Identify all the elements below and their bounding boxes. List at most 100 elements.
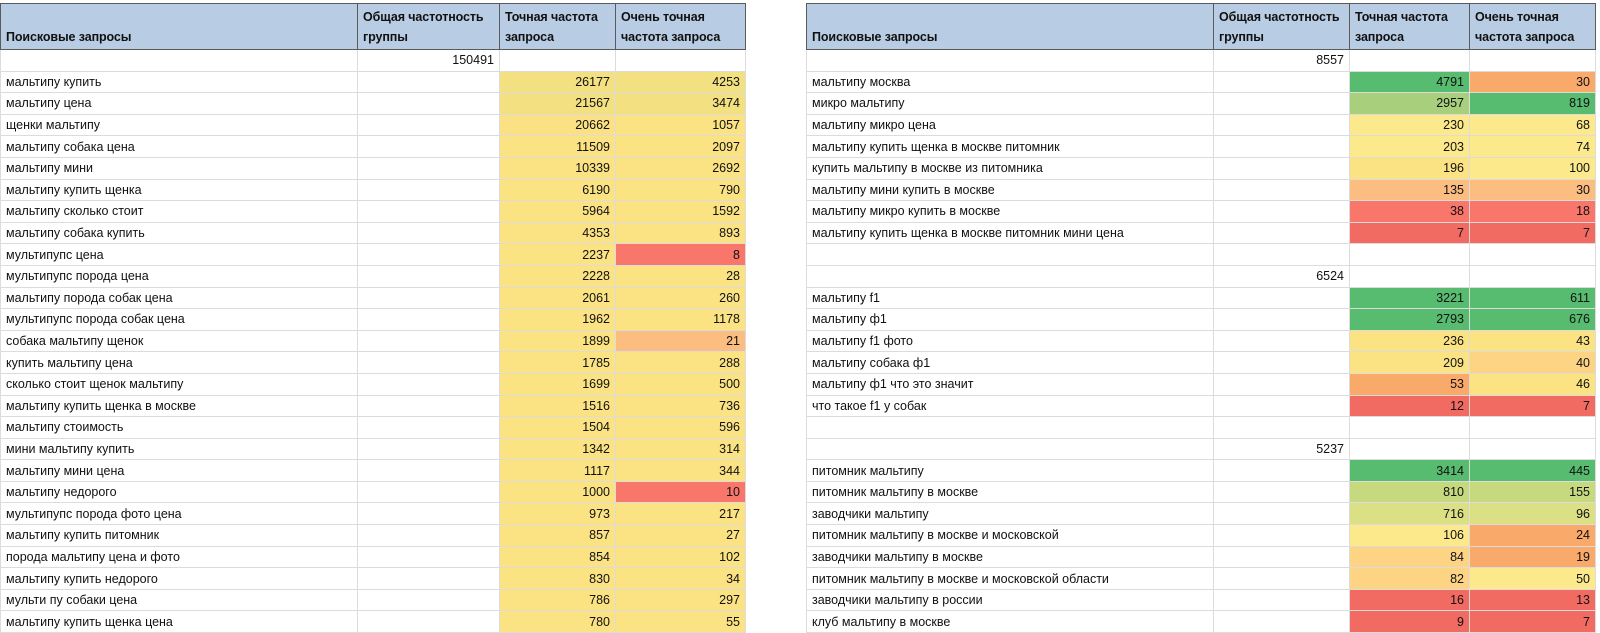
query-cell[interactable]: щенки мальтипу [0,113,358,137]
group-frequency-cell[interactable] [1213,545,1350,569]
table-row[interactable]: мальтипу f1 3221 611 [806,286,1596,310]
table-row[interactable]: микро мальтипу 2957 819 [806,92,1596,115]
group-frequency-cell[interactable] [357,480,500,504]
very-exact-frequency-cell[interactable] [1469,437,1596,461]
exact-frequency-cell[interactable]: 106 [1349,524,1470,547]
table-row[interactable]: мальтипу сколько стоит 5964 1592 [0,200,746,223]
very-exact-frequency-cell[interactable]: 7 [1469,394,1596,418]
exact-frequency-cell[interactable]: 10339 [499,156,616,180]
query-cell[interactable]: мальтипу купить щенка в москве питомник … [806,221,1214,245]
table-row[interactable]: мальтипу микро цена 230 68 [806,113,1596,137]
very-exact-frequency-cell[interactable]: 46 [1469,372,1596,396]
group-frequency-cell[interactable]: 150491 [357,49,500,72]
group-frequency-cell[interactable] [357,372,500,396]
query-cell[interactable] [806,437,1214,461]
table-row[interactable]: купить мальтипу цена 1785 288 [0,351,746,374]
exact-frequency-cell[interactable]: 973 [499,502,616,526]
exact-frequency-cell[interactable]: 135 [1349,178,1470,202]
table-row[interactable]: клуб мальтипу в москве 9 7 [806,610,1596,633]
group-frequency-cell[interactable] [1213,156,1350,180]
exact-frequency-cell[interactable]: 5964 [499,200,616,223]
query-cell[interactable]: заводчики мальтипу в россии [806,588,1214,612]
group-frequency-cell[interactable] [1213,502,1350,526]
very-exact-frequency-cell[interactable]: 43 [1469,329,1596,353]
table-row[interactable]: 6524 [806,264,1596,288]
table-row[interactable]: мальтипу мини 10339 2692 [0,156,746,180]
group-frequency-cell[interactable] [357,524,500,547]
exact-frequency-cell[interactable]: 53 [1349,372,1470,396]
table-row[interactable]: порода мальтипу цена и фото 854 102 [0,545,746,569]
very-exact-frequency-cell[interactable]: 1057 [615,113,746,137]
group-frequency-cell[interactable] [357,394,500,418]
exact-frequency-cell[interactable] [499,49,616,72]
query-cell[interactable]: микро мальтипу [806,92,1214,115]
group-frequency-cell[interactable] [1213,135,1350,158]
exact-frequency-cell[interactable]: 1899 [499,329,616,353]
exact-frequency-cell[interactable]: 1516 [499,394,616,418]
exact-frequency-cell[interactable]: 1962 [499,308,616,331]
very-exact-frequency-cell[interactable]: 21 [615,329,746,353]
exact-frequency-cell[interactable]: 1504 [499,416,616,439]
exact-frequency-cell[interactable] [1349,264,1470,288]
table-row[interactable]: мальтипу собака ф1 209 40 [806,351,1596,374]
table-row[interactable]: заводчики мальтипу в россии 16 13 [806,588,1596,612]
group-frequency-cell[interactable] [1213,524,1350,547]
group-frequency-cell[interactable] [1213,351,1350,374]
exact-frequency-cell[interactable]: 38 [1349,200,1470,223]
table-row[interactable]: 5237 [806,437,1596,461]
table-row[interactable]: мальтипу стоимость 1504 596 [0,416,746,439]
very-exact-frequency-cell[interactable]: 28 [615,264,746,288]
table-row[interactable]: 8557 [806,49,1596,72]
query-cell[interactable]: питомник мальтипу в москве и московской [806,524,1214,547]
very-exact-frequency-cell[interactable]: 102 [615,545,746,569]
table-row[interactable]: мальтипу купить щенка в москве 1516 736 [0,394,746,418]
query-cell[interactable]: мальтипу недорого [0,480,358,504]
very-exact-frequency-cell[interactable]: 7 [1469,610,1596,633]
query-cell[interactable]: мальтипу купить щенка [0,178,358,202]
very-exact-frequency-cell[interactable]: 40 [1469,351,1596,374]
group-frequency-cell[interactable] [1213,113,1350,137]
table-row[interactable]: питомник мальтипу в москве 810 155 [806,480,1596,504]
query-cell[interactable]: собака мальтипу щенок [0,329,358,353]
query-cell[interactable]: мальтипу купить щенка в москве питомник [806,135,1214,158]
table-row[interactable]: мальтипу порода собак цена 2061 260 [0,286,746,310]
query-cell[interactable]: мальтипу ф1 что это значит [806,372,1214,396]
very-exact-frequency-cell[interactable]: 10 [615,480,746,504]
very-exact-frequency-cell[interactable]: 2692 [615,156,746,180]
query-cell[interactable]: мультипупс порода цена [0,264,358,288]
group-frequency-cell[interactable] [357,264,500,288]
table-row[interactable]: мальтипу купить 26177 4253 [0,70,746,94]
exact-frequency-cell[interactable]: 2237 [499,243,616,266]
very-exact-frequency-cell[interactable]: 34 [615,567,746,590]
exact-frequency-cell[interactable]: 1785 [499,351,616,374]
very-exact-frequency-cell[interactable] [1469,243,1596,266]
query-cell[interactable]: питомник мальтипу в москве [806,480,1214,504]
very-exact-frequency-cell[interactable]: 790 [615,178,746,202]
very-exact-frequency-cell[interactable]: 445 [1469,459,1596,482]
very-exact-frequency-cell[interactable]: 13 [1469,588,1596,612]
exact-frequency-cell[interactable] [1349,416,1470,439]
query-cell[interactable]: мальтипу купить щенка в москве [0,394,358,418]
exact-frequency-cell[interactable]: 236 [1349,329,1470,353]
query-cell[interactable]: сколько стоит щенок мальтипу [0,372,358,396]
very-exact-frequency-cell[interactable]: 297 [615,588,746,612]
group-frequency-cell[interactable] [357,70,500,94]
query-cell[interactable]: мальтипу купить питомник [0,524,358,547]
group-frequency-cell[interactable] [1213,416,1350,439]
group-frequency-cell[interactable] [357,329,500,353]
exact-frequency-cell[interactable]: 84 [1349,545,1470,569]
table-row[interactable]: мальтипу ф1 что это значит 53 46 [806,372,1596,396]
query-cell[interactable]: питомник мальтипу [806,459,1214,482]
query-cell[interactable]: мальтипу f1 [806,286,1214,310]
query-cell[interactable] [806,243,1214,266]
query-cell[interactable]: мальтипу купить недорого [0,567,358,590]
query-cell[interactable]: мальтипу цена [0,92,358,115]
exact-frequency-cell[interactable]: 830 [499,567,616,590]
query-cell[interactable]: что такое f1 у собак [806,394,1214,418]
table-row[interactable]: мальтипу ф1 2793 676 [806,308,1596,331]
very-exact-frequency-cell[interactable]: 155 [1469,480,1596,504]
group-frequency-cell[interactable] [357,459,500,482]
table-row[interactable]: собака мальтипу щенок 1899 21 [0,329,746,353]
very-exact-frequency-cell[interactable] [615,49,746,72]
table-row[interactable]: мультипупс цена 2237 8 [0,243,746,266]
